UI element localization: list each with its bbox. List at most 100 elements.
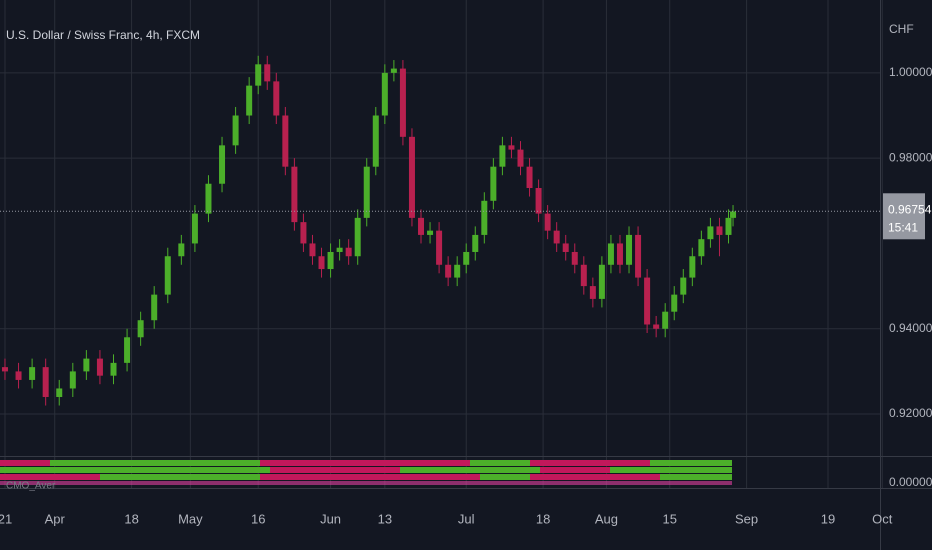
candle-body [589, 286, 596, 299]
candle-body [626, 234, 633, 265]
candle-body [436, 230, 443, 265]
x-tick-label: 16 [251, 511, 265, 526]
candle-body [408, 136, 415, 218]
candle-body [205, 183, 212, 214]
chart-title: U.S. Dollar / Swiss Franc, 4h, FXCM [6, 28, 200, 42]
y-tick-label: 0.98000 [889, 150, 932, 164]
y-tick-label: 0.94000 [889, 321, 932, 335]
candle-body [164, 256, 171, 295]
candle-body [381, 72, 388, 116]
indicator-name: CMO_Aver [6, 481, 56, 492]
candle-body [671, 294, 678, 312]
x-tick-label: 15 [662, 511, 676, 526]
candle-body [124, 337, 131, 363]
candle-body [151, 294, 158, 321]
candle-body [96, 358, 103, 376]
x-tick-label: 13 [378, 511, 392, 526]
x-tick-label: 18 [124, 511, 138, 526]
candle-body [336, 247, 343, 252]
candle-body [110, 362, 117, 376]
candle-body [219, 145, 226, 184]
stripe [50, 460, 260, 466]
candle-body [69, 371, 76, 389]
x-tick-label: Apr [45, 511, 66, 526]
candle-body [680, 277, 687, 295]
candle-body [291, 166, 298, 223]
stripe [0, 481, 732, 485]
indicator-stripes [0, 460, 732, 485]
candle-body [508, 145, 515, 150]
candle-body [445, 264, 452, 278]
candle-body [698, 239, 705, 257]
candle-body [454, 264, 461, 278]
stripe [0, 474, 732, 480]
candle-body [418, 217, 425, 235]
x-tick-label: Jul [458, 511, 475, 526]
indicator-level-label: 0.00000 [889, 475, 932, 489]
currency-label: CHF [889, 22, 914, 36]
x-tick-label: Jun [320, 511, 341, 526]
y-tick-label: 0.92000 [889, 406, 932, 420]
candle-body [689, 256, 696, 278]
stripe [540, 467, 610, 473]
candle-body [282, 115, 289, 167]
stripe [470, 460, 530, 466]
candle-body [535, 188, 542, 214]
x-tick-label: Sep [735, 511, 758, 526]
candle-body [309, 243, 316, 257]
candle-body [716, 226, 723, 235]
candle-body [178, 243, 185, 257]
candle-body [653, 324, 660, 329]
x-tick-label: 21 [0, 511, 12, 526]
x-tick-label: 19 [821, 511, 835, 526]
candle-body [544, 213, 551, 231]
candle-body [427, 230, 434, 235]
candle-body [390, 68, 397, 73]
candle-body [354, 217, 361, 257]
candle-body [137, 320, 144, 338]
candle-body [246, 85, 253, 116]
candle-body [517, 149, 524, 167]
candle-body [616, 243, 623, 265]
candle-body [345, 247, 352, 257]
x-tick-label: Oct [872, 511, 893, 526]
candle-body [191, 213, 198, 244]
candle-body [662, 311, 669, 329]
candle-body [607, 243, 614, 265]
candle-body [273, 81, 280, 116]
candle-body [526, 166, 533, 189]
candle-body [635, 234, 642, 278]
candle-body [562, 243, 569, 252]
candle-body [571, 251, 578, 265]
candle-body [472, 234, 479, 252]
stripe [0, 460, 732, 466]
candle-body [318, 256, 325, 270]
x-tick-label: Aug [595, 511, 618, 526]
candle-body [463, 251, 470, 265]
candle-body [264, 64, 271, 82]
candle-body [232, 115, 239, 146]
candle-body [372, 115, 379, 167]
candle-body [490, 166, 497, 201]
candle-body [553, 230, 560, 244]
candle-body [56, 388, 63, 397]
candle-body [327, 251, 334, 270]
stripe [650, 460, 732, 466]
stripe [480, 474, 530, 480]
candle-body [499, 145, 506, 167]
stripe [270, 467, 400, 473]
candle-body [481, 200, 488, 235]
last-price-box [883, 193, 925, 240]
countdown-label: 15:41 [888, 220, 918, 234]
candle-body [598, 264, 605, 299]
candle-body [707, 226, 714, 240]
y-tick-label: 1.00000 [889, 65, 932, 79]
candle-body [83, 358, 90, 372]
candle-body [580, 264, 587, 287]
candle-body [363, 166, 370, 218]
candle-body [399, 68, 406, 137]
last-price-label: 0.96754 [888, 202, 932, 216]
candle-body [255, 64, 262, 86]
